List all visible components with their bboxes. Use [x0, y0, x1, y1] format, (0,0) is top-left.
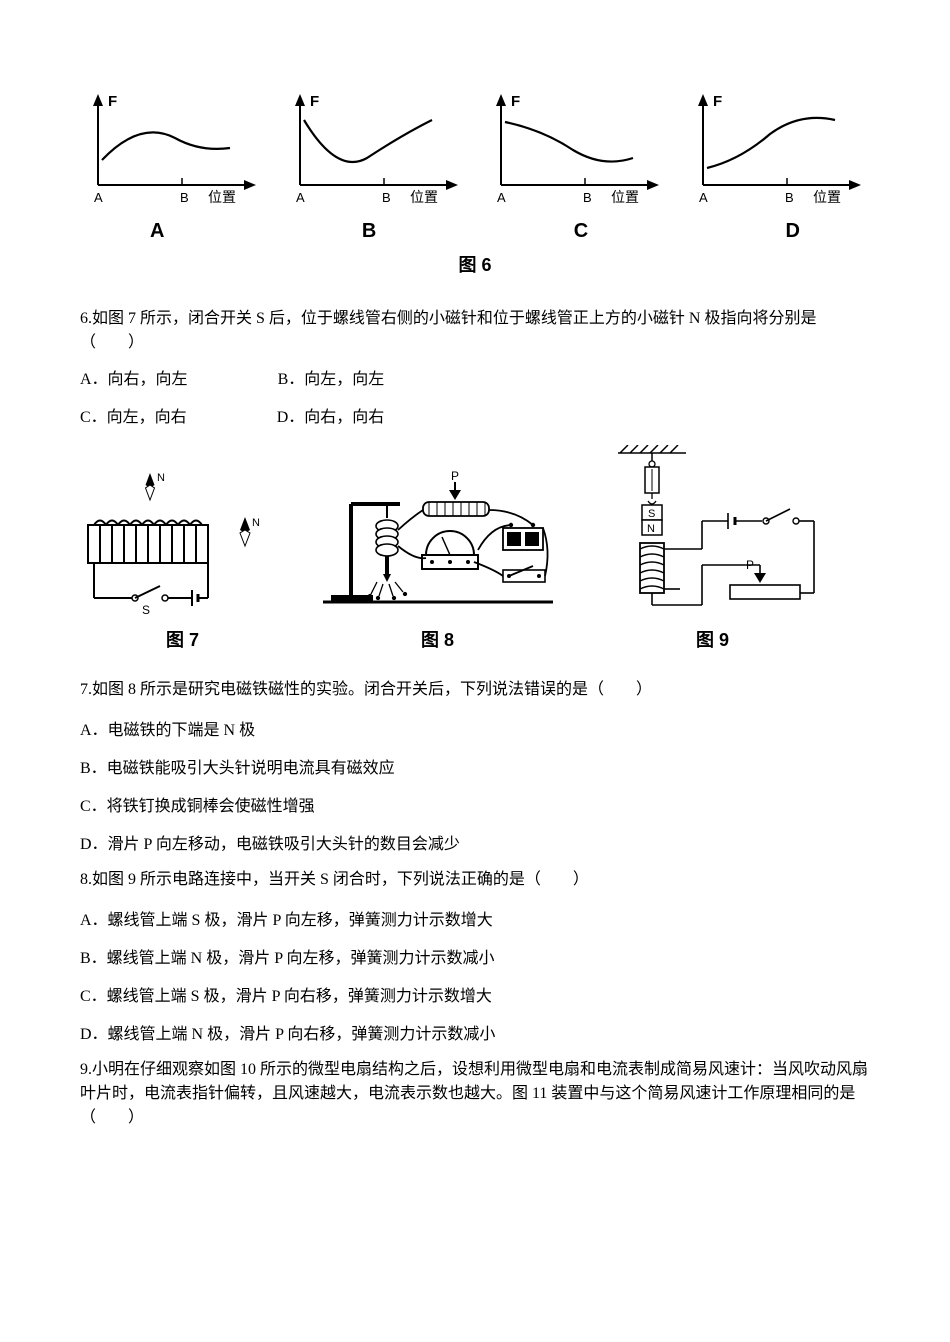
q8-option-c: C．螺线管上端 S 极，滑片 P 向右移，弹簧测力计示数增大	[80, 982, 870, 1006]
fig6-letter-a: A	[150, 220, 164, 243]
svg-text:A: A	[296, 190, 305, 205]
svg-text:S: S	[142, 603, 150, 617]
q8-option-d: D．螺线管上端 N 极，滑片 P 向右移，弹簧测力计示数减小	[80, 1020, 870, 1044]
fig6-graph-d: F A B 位置	[685, 90, 870, 210]
svg-text:位置: 位置	[813, 190, 841, 206]
q7-option-c: C．将铁钉换成铜棒会使磁性增强	[80, 792, 870, 816]
fig6-letter-b: B	[362, 220, 376, 243]
q7-option-d: D．滑片 P 向左移动，电磁铁吸引大头针的数目会减少	[80, 830, 870, 854]
figure-6-panels: F A B 位置 F A B 位置 F A B	[80, 90, 870, 210]
q8-option-b: B．螺线管上端 N 极，滑片 P 向左移，弹簧测力计示数减小	[80, 944, 870, 968]
svg-text:位置: 位置	[410, 190, 438, 206]
question-8-text: 8.如图 9 所示电路连接中，当开关 S 闭合时，下列说法正确的是（ ）	[80, 868, 870, 892]
svg-text:N: N	[157, 472, 165, 484]
figure-8-caption: 图 8	[315, 626, 560, 652]
fig6-graph-a: F A B 位置	[80, 90, 265, 210]
figure-8-diagram: P	[315, 470, 560, 620]
question-6-text: 6.如图 7 所示，闭合开关 S 后，位于螺线管右侧的小磁针和位于螺线管正上方的…	[80, 307, 870, 355]
svg-text:B: B	[180, 190, 189, 205]
fig6-graph-c: F A B 位置	[483, 90, 668, 210]
figure-6-letters: A B C D	[80, 220, 870, 243]
svg-text:S: S	[648, 508, 655, 520]
svg-text:F: F	[108, 93, 117, 110]
q7-option-b: B．电磁铁能吸引大头针说明电流具有磁效应	[80, 754, 870, 778]
fig6-letter-c: C	[574, 220, 588, 243]
fig6-graph-b: F A B 位置	[282, 90, 467, 210]
svg-text:B: B	[583, 190, 592, 205]
figure-6-caption: 图 6	[80, 251, 870, 277]
svg-text:位置: 位置	[611, 190, 639, 206]
figure-9-caption: 图 9	[590, 626, 835, 652]
svg-text:N: N	[252, 517, 260, 529]
figures-7-8-9: N N	[80, 445, 870, 620]
svg-text:A: A	[699, 190, 708, 205]
svg-text:F: F	[310, 93, 319, 110]
figure-7-diagram: N N	[80, 470, 285, 620]
q6-option-a: A．向右，向左	[80, 365, 188, 389]
svg-text:N: N	[647, 523, 655, 535]
svg-text:位置: 位置	[208, 190, 236, 206]
q6-option-c: C．向左，向右	[80, 403, 187, 427]
svg-text:A: A	[94, 190, 103, 205]
svg-text:B: B	[382, 190, 391, 205]
svg-text:B: B	[785, 190, 794, 205]
figure-7-caption: 图 7	[80, 626, 285, 652]
fig6-letter-d: D	[786, 220, 800, 243]
svg-text:F: F	[511, 93, 520, 110]
q8-option-a: A．螺线管上端 S 极，滑片 P 向左移，弹簧测力计示数增大	[80, 906, 870, 930]
figure-9-diagram: S N	[590, 445, 835, 620]
question-9-text: 9.小明在仔细观察如图 10 所示的微型电扇结构之后，设想利用微型电扇和电流表制…	[80, 1058, 870, 1130]
svg-text:F: F	[713, 93, 722, 110]
svg-text:P: P	[451, 470, 459, 483]
q6-option-d: D．向右，向右	[277, 403, 385, 427]
q7-option-a: A．电磁铁的下端是 N 极	[80, 716, 870, 740]
question-7-text: 7.如图 8 所示是研究电磁铁磁性的实验。闭合开关后，下列说法错误的是（ ）	[80, 678, 870, 702]
svg-text:A: A	[497, 190, 506, 205]
q6-option-b: B．向左，向左	[278, 365, 385, 389]
